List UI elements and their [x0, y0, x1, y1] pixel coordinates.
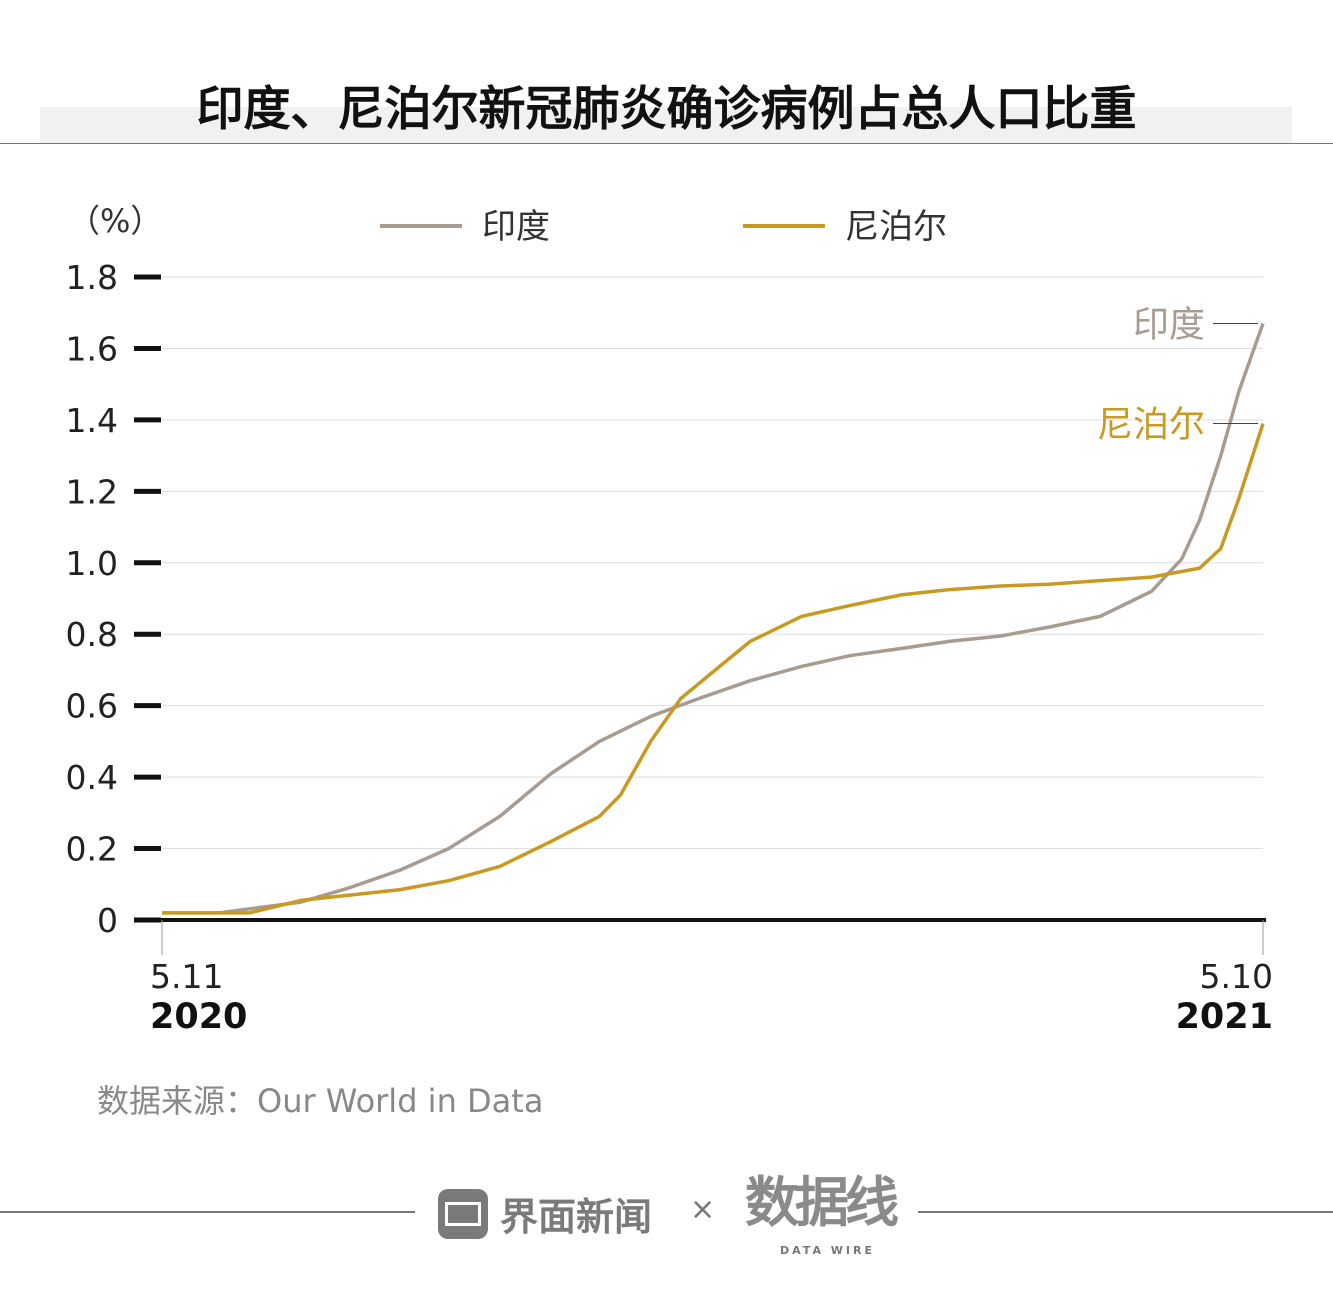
x-tick-year: 2020	[150, 997, 247, 1037]
x-tick-label: 5.10	[1200, 957, 1273, 996]
y-axis-unit: （%）	[68, 202, 162, 240]
brand-name: 界面新闻	[500, 1195, 653, 1239]
series-line-1	[162, 422, 1265, 915]
end-label: 印度	[1133, 304, 1205, 345]
y-tick-label: 0	[97, 901, 118, 940]
footer-divider-left	[0, 1211, 415, 1213]
collab-separator: ×	[690, 1192, 716, 1227]
y-tick-label: 0.6	[66, 687, 118, 726]
x-tick-year: 2021	[1176, 997, 1273, 1037]
y-tick-label: 1.8	[66, 258, 118, 297]
source-note: 数据来源：Our World in Data	[97, 1082, 544, 1120]
legend-label: 印度	[482, 207, 550, 247]
y-tick-label: 1.2	[66, 472, 118, 511]
jiemian-logo-icon	[438, 1188, 488, 1239]
series-line-0	[162, 322, 1265, 915]
jiemian-logo: 界面新闻	[438, 1186, 652, 1241]
y-tick-label: 1.0	[66, 544, 118, 583]
end-label: 尼泊尔	[1097, 404, 1205, 445]
footer-divider-right	[918, 1211, 1333, 1213]
y-tick-label: 1.4	[66, 401, 118, 440]
y-tick-label: 1.6	[66, 329, 118, 368]
title-divider	[0, 143, 1333, 144]
y-tick-label: 0.8	[66, 615, 118, 654]
y-tick-label: 0.2	[66, 830, 118, 869]
title-band	[40, 107, 1292, 143]
datawire-logo-subtitle: DATA WIRE	[780, 1244, 875, 1257]
datawire-logo: 数据线	[745, 1171, 899, 1234]
y-tick-label: 0.4	[66, 758, 118, 797]
chart-title: 印度、尼泊尔新冠肺炎确诊病例占总人口比重	[196, 82, 1137, 137]
legend-label: 尼泊尔	[845, 207, 947, 247]
x-tick-label: 5.11	[150, 957, 223, 996]
